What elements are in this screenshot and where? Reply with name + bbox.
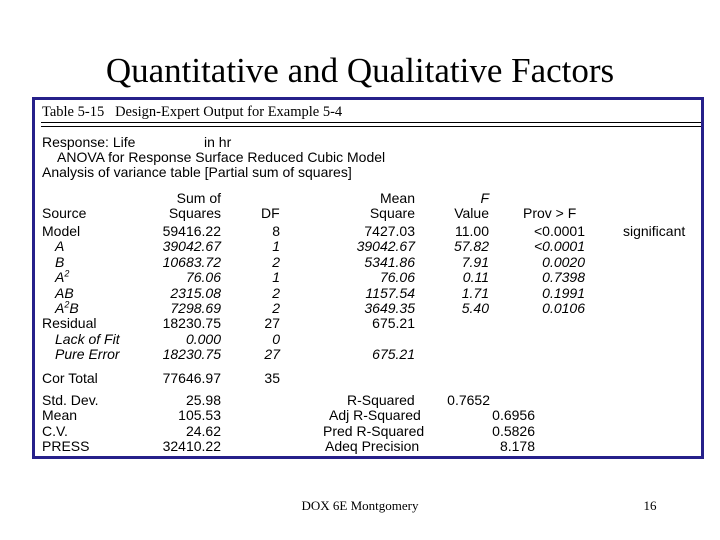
stat-value: 32410.22 [162,438,221,455]
row-df: 2 [272,253,280,270]
page-number: 16 [643,498,657,513]
response-unit: in hr [204,134,232,150]
slide-title: Quantitative and Qualitative Factors [105,51,615,90]
row-sum-of-squares: 18230.75 [162,346,221,363]
row-prob: 0.0106 [542,300,585,316]
stat-value: 0.5826 [492,422,535,439]
row-mean-square: 675.21 [372,346,415,363]
anova-output-panel: Table 5-15 Design-Expert Output for Exam… [32,97,704,459]
row-sum-of-squares: 59416.22 [162,223,221,239]
row-f-value: 7.91 [461,253,489,270]
row-f-value: 57.82 [453,238,489,255]
total-df: 35 [264,370,280,386]
row-source: Model [42,223,81,239]
stat-value: 0.7652 [447,392,490,408]
row-f-value: 1.71 [461,284,489,301]
row-prob: 0.7398 [542,269,585,286]
source-header: Source [42,205,87,221]
row-prob: 0.0020 [542,253,585,270]
stat-value: 24.62 [185,422,221,439]
caption-rule [41,122,701,123]
row-df: 2 [272,284,280,301]
row-sum-of-squares: 0.000 [185,330,221,347]
row-prob: 0.1991 [542,284,585,301]
row-df: 27 [264,346,280,363]
row-mean-square: 5341.86 [364,253,415,270]
row-source: A2 [55,268,70,286]
row-mean-square: 675.21 [372,315,415,332]
slide-footer: DOX 6E Montgomery [301,498,419,513]
row-sum-of-squares: 39042.67 [162,238,221,255]
stat-value: 0.6956 [492,407,535,424]
row-mean-square: 1157.54 [365,284,415,301]
total-ss: 77646.97 [162,370,221,386]
row-df: 8 [272,223,280,239]
stat-label: Adj R-Squared [329,407,421,424]
row-mean-square: 76.06 [379,269,415,286]
row-df: 1 [272,238,280,255]
caption-rule [41,126,701,127]
stat-value: 8.178 [499,438,535,455]
row-f-value: 5.40 [461,300,489,316]
row-sum-of-squares: 18230.75 [162,315,221,332]
row-source: A2B [55,299,79,316]
stat-label: PRESS [42,438,90,455]
stat-label: Std. Dev. [42,392,99,408]
ms-header-top: Mean [379,190,415,206]
row-mean-square: 39042.67 [356,238,415,255]
table-caption: Table 5-15 Design-Expert Output for Exam… [42,104,343,120]
row-source: Residual [42,315,97,332]
row-mean-square: 7427.03 [364,223,415,239]
row-f-value: 11.00 [455,223,489,239]
stat-label: Adeq Precision [325,438,420,455]
stat-label: R-Squared [347,392,415,408]
stat-label: Pred R-Squared [323,422,425,439]
ss-header-bottom: Squares [168,205,221,221]
ss-header-top: Sum of [176,190,221,206]
row-source: AB [55,284,74,301]
panel-top-border [32,97,704,100]
stat-label: Mean [42,407,78,424]
row-source: A [55,238,65,255]
f-header-bottom: Value [454,205,489,221]
model-title: ANOVA for Response Surface Reduced Cubic… [57,149,386,165]
prob-header: Prov > F [523,205,577,221]
stat-value: 25.98 [185,392,221,408]
ms-header-bottom: Square [369,205,415,221]
row-df: 1 [272,269,280,286]
f-header-top: F [480,190,489,206]
df-header: DF [261,205,280,221]
row-sum-of-squares: 10683.72 [162,253,221,270]
row-sum-of-squares: 7298.69 [170,300,221,316]
row-source: B [55,253,65,270]
stat-value: 105.53 [178,407,221,424]
row-df: 27 [264,315,280,332]
row-sum-of-squares: 76.06 [185,269,221,286]
analysis-title: Analysis of variance table [Partial sum … [42,164,352,180]
row-f-value: 0.11 [462,269,489,286]
stat-label: C.V. [42,422,68,439]
row-mean-square: 3649.35 [364,300,415,316]
row-source: Lack of Fit [55,330,120,347]
row-df: 2 [272,300,280,316]
row-source: Pure Error [55,346,120,363]
row-df: 0 [272,330,280,347]
row-prob: <0.0001 [534,238,585,255]
row-significance: significant [623,223,686,239]
row-prob: <0.0001 [534,223,585,239]
response-label: Response: Life [42,134,136,150]
row-sum-of-squares: 2315.08 [170,284,221,301]
total-source: Cor Total [42,370,98,386]
